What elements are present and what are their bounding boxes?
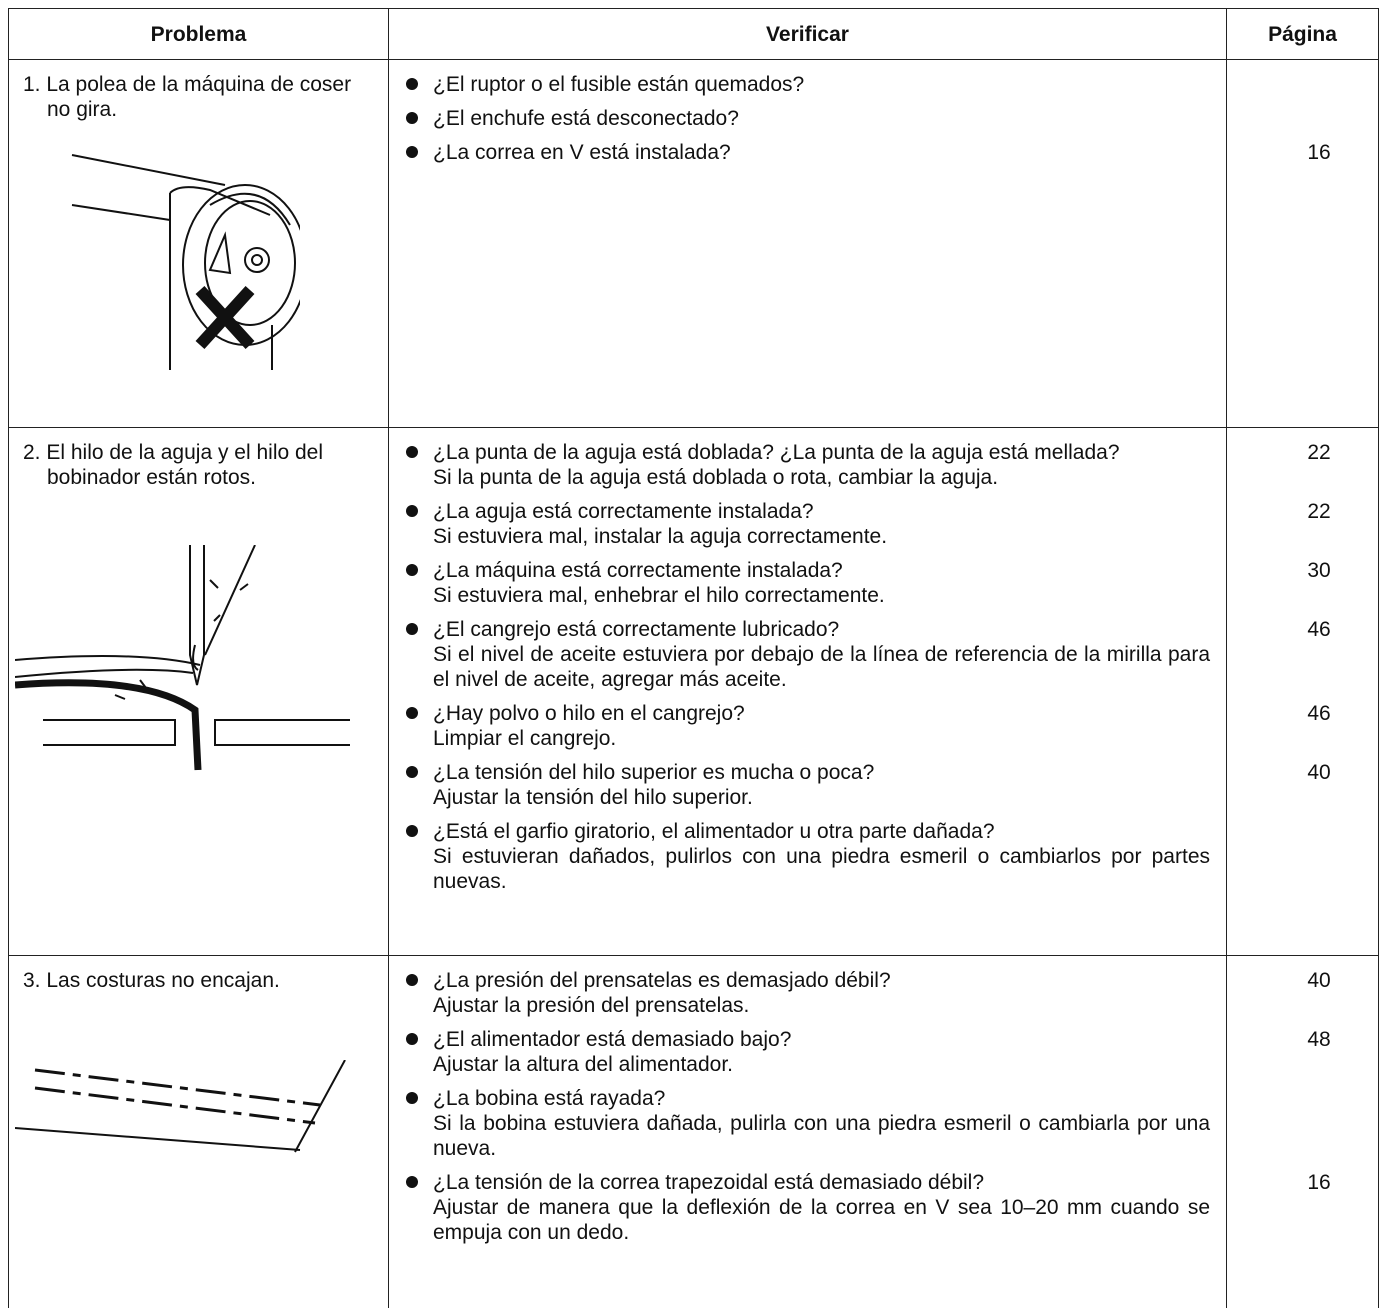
check-item: ¿El enchufe está desconectado? [405, 106, 1210, 131]
check-action: Ajustar la presión del prensatelas. [433, 994, 750, 1017]
check-item: ¿La aguja está correctamente instalada? S… [405, 499, 1331, 549]
pulley-illustration [71, 154, 300, 370]
page-cell [1226, 955, 1379, 1308]
table-row: 1. La polea de la máquina de coser no gi… [8, 59, 1379, 428]
check-item: ¿El cangrejo está correctamente lubricad… [405, 617, 1331, 692]
problem-text: 3. Las costuras no encajan. [23, 969, 280, 992]
needle-illustration [15, 545, 350, 771]
table-row: 2. El hilo de la aguja y el hilo del bob… [8, 427, 1379, 956]
page-number: 40 [1307, 969, 1331, 992]
check-question: ¿Hay polvo o hilo en el cangrejo? [433, 702, 745, 725]
check-item: ¿La tensión de la correa trapezoidal est… [405, 1170, 1331, 1245]
check-question: ¿El enchufe está desconectado? [433, 107, 739, 130]
check-question: ¿El cangrejo está correctamente lubricad… [433, 618, 840, 641]
page-cell [1226, 427, 1379, 956]
check-cell: ¿La punta de la aguja está doblada? ¿La … [388, 427, 1331, 956]
check-question: ¿La presión del prensatelas es demasjado… [433, 969, 891, 992]
check-action: Ajustar la tensión del hilo superior. [433, 786, 753, 809]
troubleshooting-table: Problema Verificar Página 1. La polea de… [8, 8, 1379, 1308]
check-question: ¿La tensión de la correa trapezoidal est… [433, 1171, 985, 1194]
seam-illustration [15, 1060, 346, 1153]
check-question: ¿El alimentador está demasiado bajo? [433, 1028, 792, 1051]
page-number: 22 [1307, 441, 1331, 464]
page-cell [1226, 59, 1379, 428]
header-row: Problema Verificar Página [8, 8, 1379, 60]
page-number: 46 [1307, 618, 1331, 641]
check-question: ¿Está el garfio giratorio, el alimentado… [433, 820, 995, 843]
check-item: ¿La correa en V está instalada? 16 [405, 140, 1331, 165]
page-number: 16 [1307, 141, 1331, 164]
check-question: ¿La aguja está correctamente instalada? [433, 500, 814, 523]
check-action: Si el nivel de aceite estuviera por deba… [433, 643, 1210, 691]
check-item: ¿El ruptor o el fusible están quemados? [405, 72, 1210, 97]
check-action: Si estuvieran dañados, pulirlos con una … [433, 845, 1210, 893]
header-cell: Verificar [388, 8, 1227, 60]
table-row: 3. Las costuras no encajan. ¿La presión d… [8, 955, 1379, 1308]
check-item: ¿La presión del prensatelas es demasjado… [405, 968, 1331, 1018]
check-action: Si la punta de la aguja está doblada o r… [433, 466, 999, 489]
check-cell: ¿El ruptor o el fusible están quemados? ¿… [388, 59, 1331, 428]
check-item: ¿La máquina está correctamente instalada… [405, 558, 1331, 608]
check-item: ¿La bobina está rayada? Si la bobina estu… [405, 1086, 1210, 1161]
page-number: 22 [1307, 500, 1331, 523]
check-item: ¿Hay polvo o hilo en el cangrejo? Limpiar… [405, 701, 1331, 751]
page-number: 16 [1307, 1171, 1331, 1194]
check-question: ¿La correa en V está instalada? [433, 141, 731, 164]
check-action: Si estuviera mal, enhebrar el hilo corre… [433, 584, 885, 607]
header-cell: Problema [8, 8, 389, 60]
check-question: ¿La máquina está correctamente instalada… [433, 559, 843, 582]
problem-text: 2. El hilo de la aguja y el hilo del bob… [23, 441, 324, 489]
check-cell: ¿La presión del prensatelas es demasjado… [388, 955, 1331, 1308]
check-item: ¿La punta de la aguja está doblada? ¿La … [405, 440, 1331, 490]
check-item: ¿Está el garfio giratorio, el alimentado… [405, 819, 1210, 894]
check-action: Si la bobina estuviera dañada, pulirla c… [433, 1112, 1210, 1160]
check-question: ¿La tensión del hilo superior es mucha o… [433, 761, 875, 784]
check-action: Ajustar de manera que la deflexión de la… [433, 1196, 1210, 1244]
problem-text: 1. La polea de la máquina de coser no gi… [23, 73, 352, 121]
check-action: Si estuviera mal, instalar la aguja corr… [433, 525, 888, 548]
header-cell: Página [1226, 8, 1379, 60]
check-item: ¿La tensión del hilo superior es mucha o… [405, 760, 1331, 810]
table-body: 1. La polea de la máquina de coser no gi… [8, 59, 1379, 1308]
page-number: 30 [1307, 559, 1331, 582]
page-number: 46 [1307, 702, 1331, 725]
check-item: ¿El alimentador está demasiado bajo? Ajus… [405, 1027, 1331, 1077]
problem-cell: 1. La polea de la máquina de coser no gi… [8, 59, 389, 428]
page-number: 40 [1307, 761, 1331, 784]
page-number: 48 [1307, 1028, 1331, 1051]
check-question: ¿La bobina está rayada? [433, 1087, 666, 1110]
check-action: Ajustar la altura del alimentador. [433, 1053, 733, 1076]
check-question: ¿La punta de la aguja está doblada? ¿La … [433, 441, 1120, 464]
check-action: Limpiar el cangrejo. [433, 727, 617, 750]
check-question: ¿El ruptor o el fusible están quemados? [433, 73, 805, 96]
problem-cell: 3. Las costuras no encajan. [8, 955, 389, 1308]
